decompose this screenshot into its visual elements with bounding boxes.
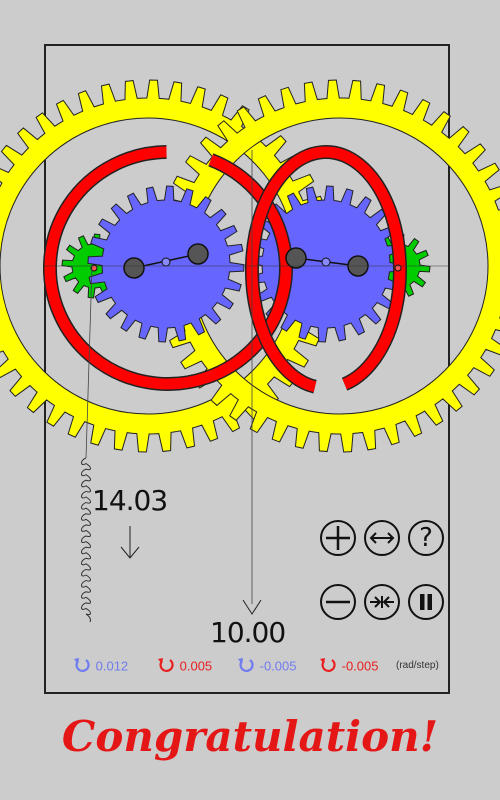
rate-ring-left: 0.005 [156, 655, 212, 675]
joint-left-b [187, 243, 209, 265]
weight-height-readout: 10.00 [210, 616, 286, 649]
rate-label: -0.005 [341, 658, 379, 674]
plus-icon [326, 526, 350, 550]
down-arrow-left-icon [120, 546, 140, 559]
down-arrow-right-icon [242, 599, 262, 615]
congratulation-message: Congratulation! [61, 712, 439, 761]
axle-left [161, 257, 171, 267]
question-icon: ? [419, 523, 433, 553]
contract-arrows-icon [370, 596, 394, 608]
rotate-ccw-icon [238, 658, 254, 672]
spring-coil [81, 457, 91, 615]
rate-label: -0.005 [259, 658, 297, 674]
rotate-ccw-icon [320, 658, 336, 672]
rotate-ccw-icon [158, 658, 174, 672]
pause-icon [420, 594, 432, 610]
spring-length-readout: 14.03 [92, 484, 168, 517]
spring-end [85, 613, 91, 623]
rotate-ccw-icon [74, 658, 90, 672]
slow-down-button[interactable] [320, 584, 356, 620]
contract-button[interactable] [364, 584, 400, 620]
speed-up-button[interactable] [320, 520, 356, 556]
rate-label: 0.005 [179, 658, 213, 674]
pause-button[interactable] [408, 584, 444, 620]
expand-arrows-icon [369, 532, 395, 544]
planet-pin-right [394, 264, 402, 272]
help-button[interactable]: ? [408, 520, 444, 556]
carrier-ring-right [246, 146, 406, 393]
rate-units-label: (rad/step) [396, 660, 439, 671]
minus-icon [326, 600, 350, 604]
rate-sun-right: -0.005 [236, 655, 297, 675]
joint-left-a [123, 257, 145, 279]
rate-label: 0.012 [95, 658, 129, 674]
carrier-ring-left [44, 146, 292, 390]
expand-button[interactable] [364, 520, 400, 556]
rate-sun-left: 0.012 [72, 655, 128, 675]
spring-string [85, 265, 93, 459]
planet-pin-left [90, 264, 98, 272]
rate-ring-right: -0.005 [318, 655, 379, 675]
joint-right-a [285, 247, 307, 269]
axle-right [321, 257, 331, 267]
